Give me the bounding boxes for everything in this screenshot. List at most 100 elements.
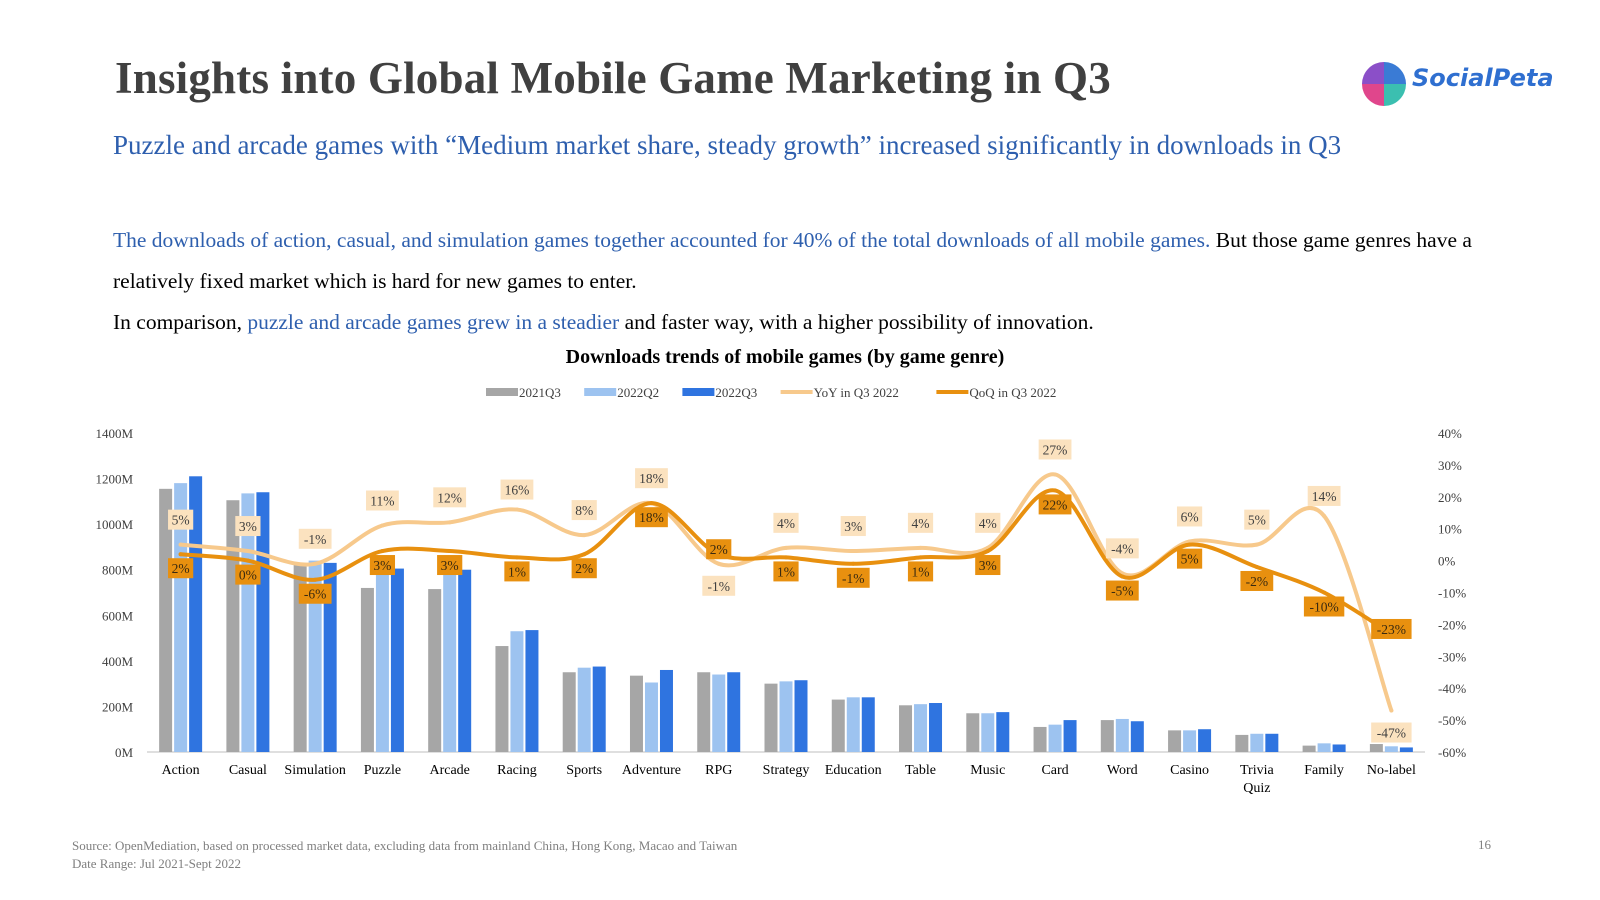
point-qoq (380, 549, 385, 554)
yoy-data-label-box (1038, 439, 1072, 460)
y-right-tick-label: -30% (1438, 649, 1466, 664)
qoq-data-label: -10% (1309, 600, 1338, 615)
x-tick-label: Quiz (1243, 781, 1270, 796)
bar-2021q3 (831, 699, 845, 752)
bar-2022q2 (1384, 746, 1398, 752)
bar-2021q3 (226, 500, 240, 752)
yoy-data-label: 3% (239, 519, 257, 534)
bar-2022q2 (846, 697, 860, 752)
qoq-data-label: -1% (842, 571, 865, 586)
point-yoy (1053, 472, 1058, 477)
point-yoy (245, 549, 250, 554)
point-qoq (784, 555, 788, 560)
y-right-tick-label: -10% (1438, 586, 1466, 601)
x-tick-label: Adventure (622, 763, 681, 778)
paragraph-2-highlight: puzzle and arcade games grew in a steadi… (247, 310, 620, 334)
bar-2022q2 (375, 573, 389, 752)
yoy-data-label-box (433, 487, 467, 508)
legend-swatch (486, 388, 518, 396)
qoq-data-label: 1% (777, 564, 795, 579)
point-qoq (178, 552, 183, 557)
point-yoy (918, 545, 923, 550)
qoq-data-label-box (1371, 618, 1412, 639)
x-tick-label: RPG (705, 763, 732, 778)
point-qoq (245, 558, 250, 563)
yoy-data-label-box (907, 512, 934, 533)
bar-2022q2 (779, 681, 793, 752)
bar-2022q2 (1048, 724, 1062, 752)
logo-text: SocialPeta (1412, 64, 1554, 92)
point-qoq (1187, 542, 1192, 547)
chart-title: Downloads trends of mobile games (by gam… (566, 346, 1005, 368)
x-tick-label: Sports (566, 763, 602, 778)
yoy-data-label-box (773, 512, 799, 533)
point-yoy (1389, 708, 1394, 713)
qoq-data-label: 18% (639, 510, 664, 525)
x-tick-label: Table (905, 763, 936, 778)
point-qoq (582, 552, 587, 557)
paragraph-1-rest: But those game genres have a relatively … (113, 228, 1472, 293)
y-right-tick-label: -60% (1438, 745, 1466, 760)
point-yoy (1254, 542, 1259, 547)
bar-2022q2 (914, 704, 928, 752)
qoq-data-label: -2% (1246, 574, 1269, 589)
qoq-data-label-box (1105, 580, 1139, 601)
point-qoq (1053, 488, 1058, 493)
yoy-data-label: 27% (1043, 442, 1068, 457)
legend-swatch (584, 388, 617, 396)
qoq-data-label-box (504, 561, 530, 582)
bar-2022q2 (308, 560, 322, 752)
bar-2022q2 (443, 571, 457, 752)
point-yoy (851, 549, 856, 554)
paragraph-1-highlight: The downloads of action, casual, and sim… (113, 228, 1211, 252)
point-yoy (380, 523, 385, 528)
bar-2021q3 (428, 589, 442, 752)
bar-2021q3 (1033, 726, 1047, 752)
bar-2022q3 (525, 630, 539, 752)
bar-2022q3 (323, 562, 337, 752)
bar-2021q3 (293, 562, 307, 752)
legend-label: 2022Q2 (617, 385, 659, 400)
yoy-data-label-box (975, 512, 1001, 533)
bar-2022q3 (794, 680, 808, 752)
bar-2021q3 (629, 675, 643, 752)
bar-2022q3 (1332, 744, 1346, 752)
yoy-data-label-box (1371, 722, 1412, 743)
bar-2022q2 (981, 713, 995, 752)
yoy-data-label-box (1244, 509, 1270, 530)
y-left-tick-label: 600M (102, 608, 134, 623)
yoy-data-label-box (840, 516, 866, 537)
y-right-tick-label: 0% (1438, 554, 1456, 569)
y-left-tick-label: 1200M (95, 472, 133, 487)
point-yoy (178, 542, 183, 547)
brand-logo: SocialPeta (1360, 60, 1554, 108)
x-tick-label: Trivia (1240, 763, 1275, 778)
bar-2021q3 (1369, 744, 1383, 752)
legend-label: QoQ in Q3 2022 (969, 385, 1056, 400)
date-range-note: Date Range: Jul 2021-Sept 2022 (72, 856, 241, 871)
qoq-data-label-box (571, 558, 597, 579)
yoy-data-label: 4% (979, 516, 997, 531)
yoy-data-label: -4% (1111, 541, 1134, 556)
qoq-data-label-box (235, 564, 261, 585)
page-title: Insights into Global Mobile Game Marketi… (115, 53, 1111, 103)
paragraph-2-rest: and faster way, with a higher possibilit… (619, 310, 1094, 334)
footer-source: Source: OpenMediation, based on processe… (72, 837, 737, 873)
qoq-data-label-box (168, 558, 194, 579)
qoq-data-label-box (369, 555, 396, 576)
point-qoq (313, 577, 318, 582)
yoy-data-label-box (571, 500, 597, 521)
point-qoq (985, 549, 990, 554)
qoq-data-label: 3% (979, 558, 997, 573)
x-tick-label: Casino (1170, 763, 1209, 778)
y-left-tick-label: 1400M (95, 426, 133, 441)
qoq-data-label: 0% (239, 568, 257, 583)
yoy-data-label: 6% (1181, 509, 1199, 524)
point-yoy (582, 533, 587, 538)
bar-2022q2 (1250, 733, 1264, 752)
yoy-data-label: 5% (1248, 513, 1266, 528)
bar-2022q2 (1183, 730, 1197, 752)
yoy-data-label: 4% (912, 516, 930, 531)
bar-2022q2 (510, 631, 524, 752)
